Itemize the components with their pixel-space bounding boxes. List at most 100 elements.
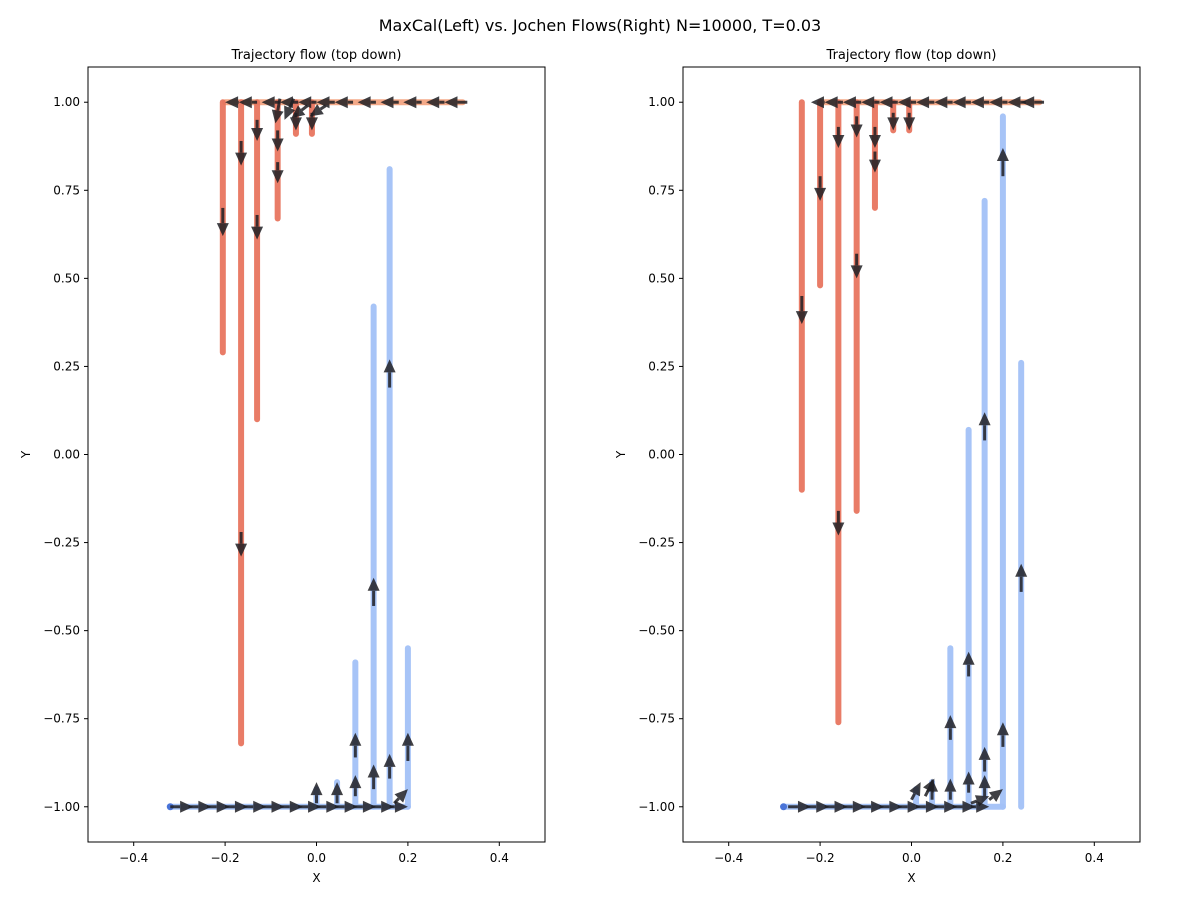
flow-arrow bbox=[970, 795, 990, 807]
flow-arrow-head bbox=[810, 96, 824, 109]
flow-arrow-head bbox=[970, 96, 984, 109]
subplot-2: Trajectory flow (top down) −0.4 −0.2 0.0 0.2… bbox=[614, 48, 1141, 885]
flow-arrow bbox=[271, 98, 284, 124]
flow-arrow-head bbox=[234, 800, 248, 813]
flow-arrow-shaft bbox=[319, 104, 327, 111]
flow-arrow-head bbox=[962, 771, 975, 785]
flow-arrow bbox=[944, 778, 957, 800]
flow-arrow bbox=[261, 800, 285, 813]
flow-arrow bbox=[824, 800, 848, 813]
flow-arrow-head bbox=[962, 651, 975, 665]
flow-arrow bbox=[383, 359, 396, 388]
flow-arrow-head bbox=[289, 800, 303, 813]
flow-arrow-head bbox=[426, 96, 440, 109]
flow-arrow-head bbox=[216, 800, 230, 813]
y-tick-label: 0.25 bbox=[648, 359, 675, 373]
flow-arrow-head bbox=[308, 800, 322, 813]
flow-arrow bbox=[225, 800, 248, 813]
flow-arrow-head bbox=[861, 96, 875, 109]
flow-arrow-head bbox=[1015, 563, 1028, 577]
flow-arrow bbox=[444, 96, 468, 109]
y-axis-label: Y bbox=[614, 450, 628, 459]
flow-arrow-head bbox=[310, 782, 323, 796]
y-tick-label: −0.75 bbox=[43, 712, 80, 726]
flow-arrow-head bbox=[952, 96, 966, 109]
flow-arrow bbox=[225, 96, 239, 109]
flow-arrow-head bbox=[926, 778, 939, 792]
plot-area bbox=[780, 96, 1045, 813]
y-tick-label: −0.25 bbox=[43, 536, 80, 550]
flow-arrow-head bbox=[394, 800, 408, 813]
flow-arrow bbox=[298, 800, 322, 813]
flow-arrow-head bbox=[271, 109, 284, 124]
flow-arrow bbox=[251, 119, 264, 141]
blue-trajectory-start bbox=[780, 803, 788, 811]
subplot-title: Trajectory flow (top down) bbox=[826, 48, 997, 63]
flow-arrow bbox=[310, 782, 323, 804]
flow-arrow bbox=[897, 96, 917, 109]
flow-arrow bbox=[897, 800, 921, 813]
flow-arrow bbox=[879, 96, 898, 109]
flow-arrow-head bbox=[978, 746, 991, 760]
flow-arrow-head bbox=[824, 96, 838, 109]
flow-arrow-head bbox=[380, 96, 394, 109]
flow-arrow bbox=[271, 162, 284, 184]
flow-arrow bbox=[996, 148, 1009, 177]
flow-arrow bbox=[334, 800, 358, 813]
plot-area bbox=[166, 96, 468, 813]
flow-arrow-head bbox=[842, 96, 856, 109]
flow-arrow-head bbox=[909, 782, 921, 797]
flow-arrow-head bbox=[357, 96, 371, 109]
flow-arrow bbox=[271, 130, 284, 152]
flow-arrow-shaft bbox=[300, 104, 309, 112]
flow-arrow bbox=[188, 800, 212, 813]
flow-arrow-head bbox=[326, 800, 340, 813]
flow-arrow bbox=[842, 96, 862, 109]
x-tick-label: −0.4 bbox=[119, 851, 148, 865]
x-tick-label: 0.2 bbox=[398, 851, 417, 865]
flow-arrow-head bbox=[944, 778, 957, 792]
flow-arrow bbox=[861, 96, 880, 109]
flow-arrow bbox=[235, 532, 248, 557]
flow-arrow bbox=[170, 800, 194, 813]
x-tick-label: 0.0 bbox=[307, 851, 326, 865]
flow-arrow-head bbox=[216, 223, 229, 237]
flow-arrow bbox=[952, 96, 971, 109]
flow-arrow bbox=[832, 126, 845, 149]
flow-arrow-head bbox=[978, 412, 991, 426]
flow-arrow-head bbox=[916, 96, 930, 109]
flow-arrow-head bbox=[989, 96, 1003, 109]
flow-arrow-head bbox=[401, 732, 414, 746]
flow-arrow bbox=[962, 771, 975, 793]
flow-arrow bbox=[909, 782, 921, 801]
flow-arrow bbox=[850, 253, 863, 279]
flow-arrow bbox=[861, 800, 885, 813]
flow-arrow-shaft bbox=[276, 98, 282, 111]
flow-arrow bbox=[371, 800, 395, 813]
flow-arrow-head bbox=[403, 96, 417, 109]
flow-arrow bbox=[887, 112, 900, 131]
flow-arrow-head bbox=[298, 96, 312, 109]
flow-arrow bbox=[868, 151, 881, 173]
flow-arrow-head bbox=[988, 789, 1003, 802]
flow-arrow-head bbox=[889, 800, 903, 813]
flow-arrow-head bbox=[907, 800, 921, 813]
flow-arrow-head bbox=[289, 117, 302, 131]
flow-arrow-head bbox=[850, 265, 863, 279]
flow-arrow-head bbox=[832, 135, 845, 149]
flow-arrow bbox=[284, 98, 296, 120]
flow-arrow-head bbox=[797, 800, 811, 813]
flow-arrow bbox=[842, 800, 866, 813]
flow-arrow-head bbox=[253, 800, 267, 813]
flow-arrow-head bbox=[367, 577, 380, 591]
flow-arrow-head bbox=[925, 800, 939, 813]
flow-arrow bbox=[349, 775, 362, 797]
flow-arrow-head bbox=[251, 127, 264, 141]
flow-arrow-shaft bbox=[970, 799, 978, 805]
flow-arrow-head bbox=[271, 800, 285, 813]
flow-arrow-head bbox=[331, 782, 344, 796]
y-tick-label: −0.75 bbox=[638, 712, 675, 726]
flow-arrow-shaft bbox=[910, 792, 916, 801]
flow-arrow-head bbox=[381, 800, 395, 813]
